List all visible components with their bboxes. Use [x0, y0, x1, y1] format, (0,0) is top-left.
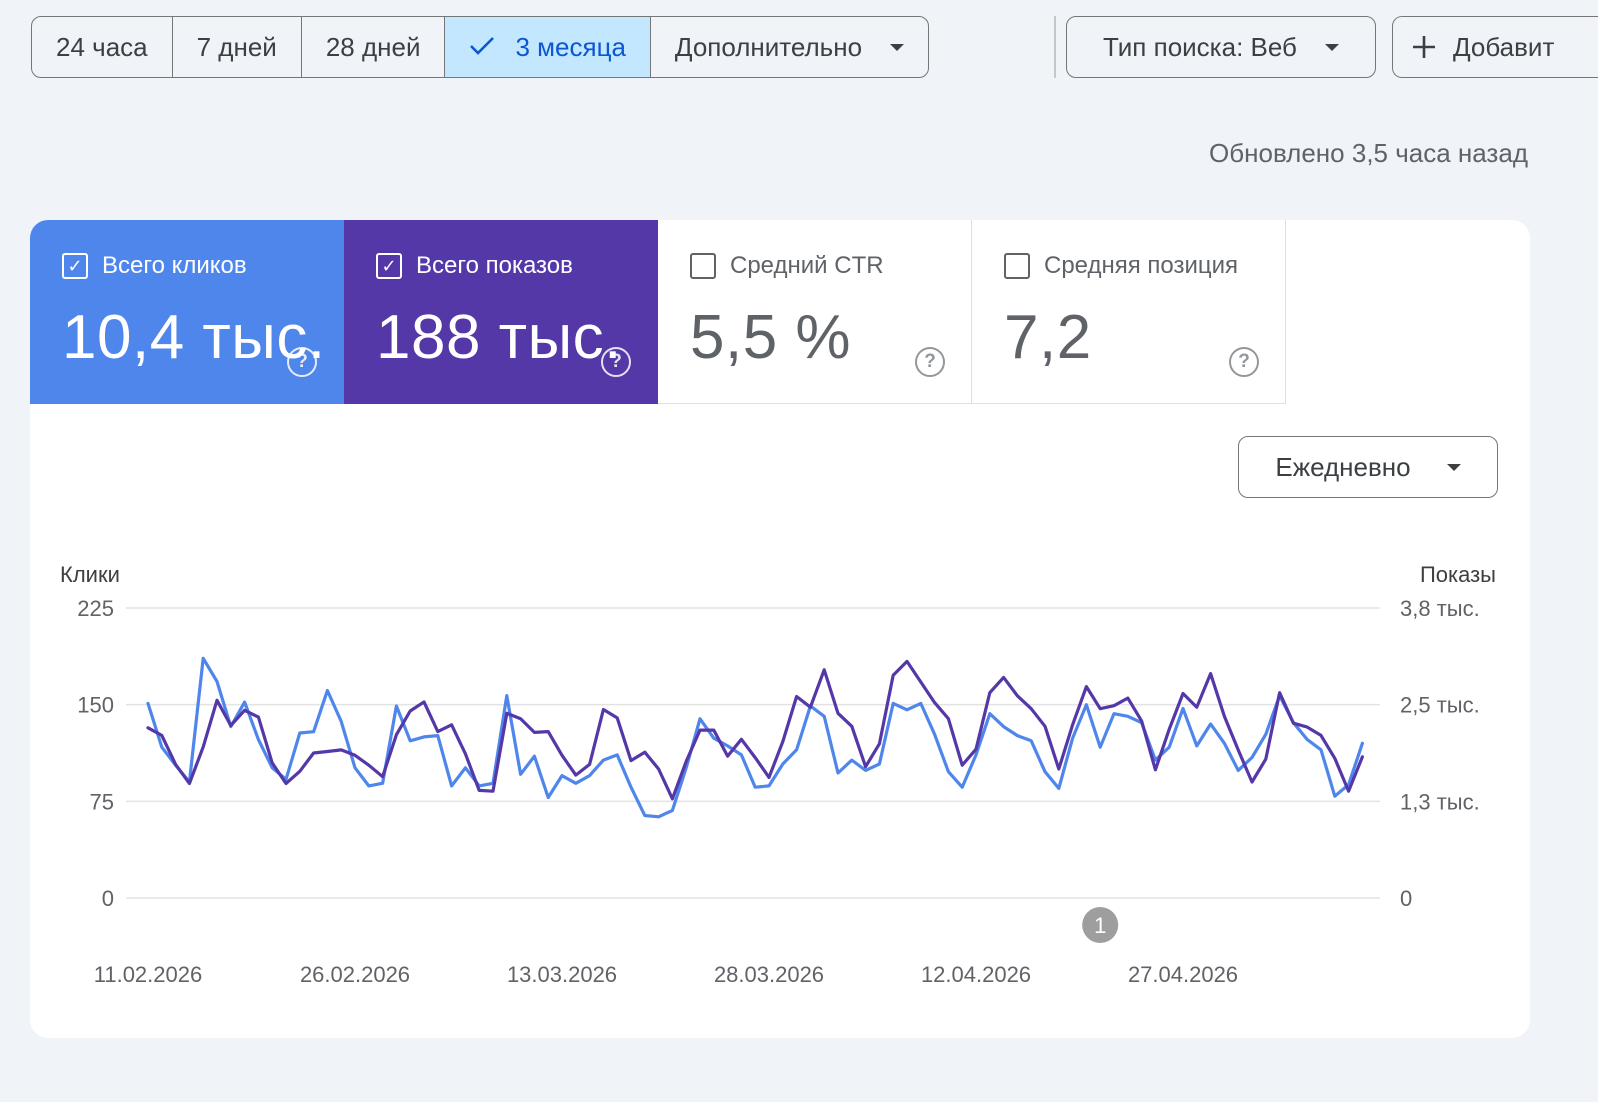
help-icon[interactable]: ?	[1229, 347, 1259, 377]
search-type-label: Тип поиска: Веб	[1103, 31, 1297, 62]
metric-ctr-value: 5,5 %	[690, 303, 852, 372]
toolbar: 24 часа 7 дней 28 дней 3 месяца Дополнит…	[0, 0, 1598, 110]
annotation-label: 1	[1094, 913, 1106, 938]
range-24h-button[interactable]: 24 часа	[32, 17, 173, 77]
right-axis-tick: 3,8 тыс.	[1400, 596, 1480, 621]
left-axis-tick: 225	[77, 596, 114, 621]
plus-icon	[1411, 34, 1437, 60]
period-dropdown[interactable]: Ежедневно	[1238, 436, 1498, 498]
range-more-label: Дополнительно	[674, 31, 863, 62]
range-3m-button[interactable]: 3 месяца	[445, 17, 651, 77]
right-axis-tick: 2,5 тыс.	[1400, 693, 1480, 718]
metric-impressions-label: Всего показов	[416, 252, 573, 279]
performance-card: ✓ Всего кликов 10,4 тыс. ? ✓ Всего показ…	[30, 220, 1530, 1038]
right-axis-tick: 0	[1400, 886, 1412, 911]
add-filter-label: Добавит	[1453, 31, 1555, 62]
search-type-filter[interactable]: Тип поиска: Веб	[1066, 16, 1376, 78]
add-filter-button[interactable]: Добавит	[1392, 16, 1598, 78]
help-icon[interactable]: ?	[915, 347, 945, 377]
annotation-marker[interactable]	[1082, 907, 1119, 943]
clicks-line	[146, 656, 1365, 819]
checkbox-checked-icon[interactable]: ✓	[376, 253, 402, 279]
range-28d-button[interactable]: 28 дней	[302, 17, 446, 77]
chevron-down-icon	[890, 43, 905, 51]
metric-ctr[interactable]: Средний CTR 5,5 % ?	[658, 220, 972, 404]
x-axis-tick: 27.04.2026	[1128, 962, 1238, 987]
left-axis-tick: 75	[90, 789, 114, 814]
help-icon[interactable]: ?	[287, 347, 317, 377]
x-axis-tick: 28.03.2026	[714, 962, 824, 987]
x-axis-tick: 11.02.2026	[94, 962, 202, 987]
metric-position-label: Средняя позиция	[1044, 252, 1239, 279]
left-axis-tick: 150	[77, 693, 114, 718]
x-axis-tick: 26.02.2026	[300, 962, 410, 987]
checkmark-icon	[469, 32, 495, 63]
range-more-button[interactable]: Дополнительно	[651, 17, 928, 77]
metric-impressions[interactable]: ✓ Всего показов 188 тыс. ?	[344, 220, 658, 404]
metric-position-value: 7,2	[1004, 303, 1092, 372]
checkbox-unchecked-icon[interactable]	[1004, 253, 1030, 279]
metric-ctr-label: Средний CTR	[730, 252, 884, 279]
impressions-line	[146, 659, 1365, 801]
metric-clicks[interactable]: ✓ Всего кликов 10,4 тыс. ?	[30, 220, 344, 404]
right-axis-tick: 1,3 тыс.	[1400, 789, 1480, 814]
chevron-down-icon	[1446, 463, 1461, 471]
period-dropdown-label: Ежедневно	[1275, 451, 1411, 482]
x-axis-tick: 13.03.2026	[507, 962, 617, 987]
right-axis-title: Показы	[1420, 562, 1496, 587]
divider	[1054, 16, 1056, 78]
x-axis-tick: 12.04.2026	[921, 962, 1031, 987]
chevron-down-icon	[1324, 43, 1339, 51]
date-range-group: 24 часа 7 дней 28 дней 3 месяца Дополнит…	[31, 16, 930, 78]
range-3m-label: 3 месяца	[515, 31, 626, 62]
left-axis-title: Клики	[60, 562, 120, 587]
updated-status: Обновлено 3,5 часа назад	[1209, 138, 1528, 168]
left-axis-tick: 0	[102, 886, 114, 911]
range-7d-button[interactable]: 7 дней	[173, 17, 302, 77]
metric-impressions-value: 188 тыс.	[376, 303, 622, 372]
checkbox-checked-icon[interactable]: ✓	[62, 253, 88, 279]
performance-chart: Клики Показы 225 3,8 тыс. 150 2,5 тыс. 75 1,3 т…	[60, 562, 1496, 987]
metric-clicks-value: 10,4 тыс.	[62, 303, 326, 372]
help-icon[interactable]: ?	[601, 347, 631, 377]
metric-clicks-label: Всего кликов	[102, 252, 247, 279]
checkbox-unchecked-icon[interactable]	[690, 253, 716, 279]
metric-position[interactable]: Средняя позиция 7,2 ?	[972, 220, 1286, 404]
